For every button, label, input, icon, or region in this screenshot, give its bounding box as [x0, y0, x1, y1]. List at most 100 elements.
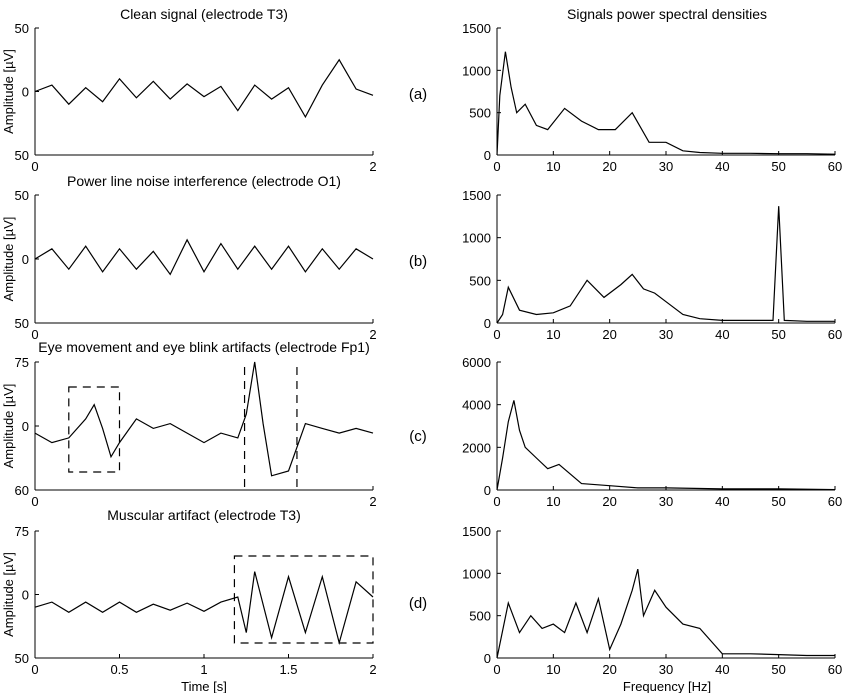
chart-a-psd: 0 10 20 30 40 50 60 0 500 1000 1500: [462, 21, 842, 174]
y-tick-label: 50: [15, 316, 29, 331]
chart-b-psd: 0 10 20 30 40 50 60 0 500 1000 1500: [462, 188, 842, 342]
x-tick-label: 2: [369, 662, 376, 677]
y-axis-label: Amplitude [µV]: [1, 552, 16, 637]
panel-label-c: (c): [409, 428, 427, 445]
series-line: [496, 568, 835, 659]
y-tick-label: 50: [15, 21, 29, 36]
panel-c-time-title: Eye movement and eye blink artifacts (el…: [38, 339, 370, 355]
y-tick-label: 0: [22, 252, 29, 267]
x-tick-label: 0.5: [110, 662, 128, 677]
y-tick-label: 500: [469, 273, 491, 288]
x-tick-label: 1: [200, 662, 207, 677]
x-tick-label: 40: [715, 159, 729, 174]
series-line: [34, 361, 374, 477]
y-tick-label: 0: [22, 85, 29, 100]
chart-d-psd: 0 10 20 30 40 50 60 0 500 1000 1500: [462, 524, 842, 677]
y-tick-label: 75: [15, 355, 29, 370]
series-line: [496, 206, 835, 324]
series-line: [496, 51, 836, 156]
y-tick-label: 0: [484, 651, 491, 666]
x-tick-label: 2: [369, 327, 376, 342]
x-tick-label: 60: [828, 327, 842, 342]
muscular-artifact-box: [233, 555, 374, 644]
x-tick-label: 20: [602, 159, 616, 174]
y-tick-label: 2000: [462, 440, 491, 455]
x-tick-label: 10: [546, 494, 560, 509]
x-tick-label: 0: [493, 327, 500, 342]
y-tick-label: 0: [484, 148, 491, 163]
y-axis-label: Amplitude [µV]: [1, 384, 16, 469]
y-tick-label: 1000: [462, 566, 491, 581]
x-tick-label: 40: [715, 327, 729, 342]
y-tick-label: 500: [469, 106, 491, 121]
x-tick-label: 30: [659, 327, 673, 342]
y-tick-label: 1500: [462, 524, 491, 539]
y-axis-label: Amplitude [µV]: [1, 217, 16, 302]
psd-column-title: Signals power spectral densities: [567, 6, 767, 22]
frequency-axis-label: Frequency [Hz]: [623, 679, 711, 693]
y-tick-label: 0: [22, 588, 29, 603]
x-tick-label: 1.5: [279, 662, 297, 677]
y-tick-label: 4000: [462, 398, 491, 413]
x-tick-label: 0: [31, 159, 38, 174]
y-tick-label: 500: [469, 609, 491, 624]
x-tick-label: 0: [31, 662, 38, 677]
y-axis-label: Amplitude [µV]: [1, 49, 16, 134]
x-tick-label: 0: [493, 494, 500, 509]
time-axis-label: Time [s]: [181, 679, 227, 693]
x-tick-label: 60: [828, 494, 842, 509]
series-line: [34, 238, 374, 276]
x-tick-label: 30: [659, 494, 673, 509]
y-tick-label: 0: [484, 316, 491, 331]
x-tick-label: 0: [493, 662, 500, 677]
x-tick-label: 20: [602, 494, 616, 509]
x-tick-label: 60: [828, 159, 842, 174]
y-tick-label: 0: [484, 483, 491, 498]
x-tick-label: 50: [771, 662, 785, 677]
panel-b-time-title: Power line noise interference (electrode…: [67, 173, 341, 189]
y-tick-label: 0: [22, 419, 29, 434]
y-tick-label: 1000: [462, 63, 491, 78]
x-tick-label: 0: [31, 494, 38, 509]
x-tick-label: 10: [546, 159, 560, 174]
chart-c-psd: 0 10 20 30 40 50 60 0 2000 4000 6000: [462, 355, 842, 509]
y-tick-label: 1500: [462, 21, 491, 36]
series-line: [496, 400, 836, 491]
y-tick-label: 50: [15, 651, 29, 666]
series-line: [34, 58, 374, 119]
eye-movement-box: [68, 386, 121, 473]
x-tick-label: 30: [659, 159, 673, 174]
x-tick-label: 10: [546, 327, 560, 342]
x-tick-label: 50: [771, 327, 785, 342]
y-tick-label: 50: [15, 148, 29, 163]
series-line: [34, 571, 374, 646]
panel-d-time-title: Muscular artifact (electrode T3): [107, 507, 300, 523]
x-tick-label: 20: [602, 327, 616, 342]
panel-label-b: (b): [409, 253, 427, 270]
x-tick-label: 60: [828, 662, 842, 677]
x-tick-label: 2: [369, 494, 376, 509]
x-tick-label: 40: [715, 494, 729, 509]
y-tick-label: 75: [15, 524, 29, 539]
x-tick-label: 20: [602, 662, 616, 677]
y-tick-label: 1000: [462, 231, 491, 246]
x-tick-label: 30: [659, 662, 673, 677]
x-tick-label: 2: [369, 159, 376, 174]
x-tick-label: 40: [715, 662, 729, 677]
y-tick-label: 60: [15, 483, 29, 498]
panel-label-a: (a): [409, 86, 427, 103]
panel-label-d: (d): [409, 595, 427, 612]
x-tick-label: 0: [493, 159, 500, 174]
x-tick-label: 0: [31, 327, 38, 342]
panel-a-time-title: Clean signal (electrode T3): [120, 6, 288, 22]
y-tick-label: 6000: [462, 355, 491, 370]
y-tick-label: 50: [15, 188, 29, 203]
x-tick-label: 50: [771, 159, 785, 174]
y-tick-label: 1500: [462, 188, 491, 203]
x-tick-label: 50: [771, 494, 785, 509]
